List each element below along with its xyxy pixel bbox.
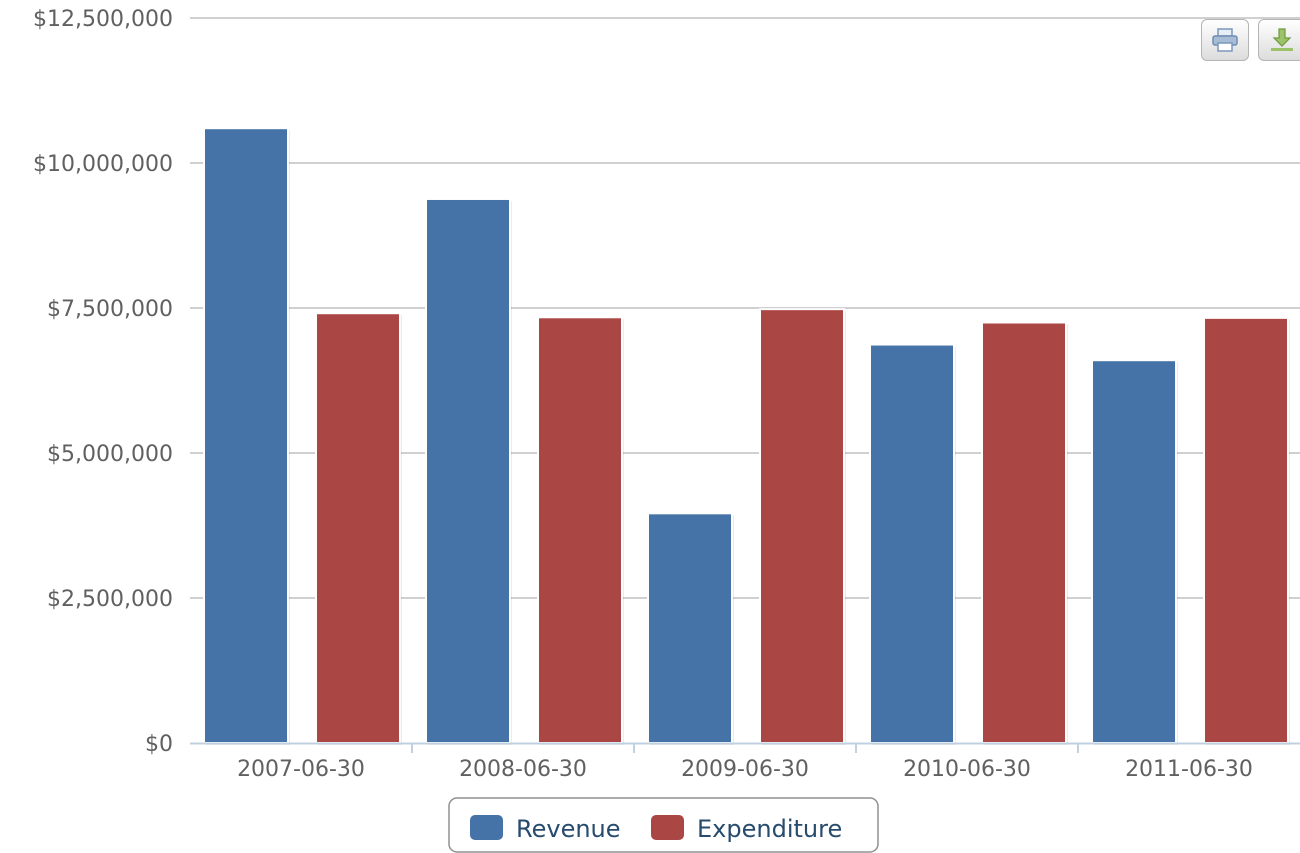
y-tick-label: $10,000,000 [33,152,173,177]
x-tick-label: 2007-06-30 [237,757,365,782]
bar-revenue-2007-06-30[interactable] [203,127,289,744]
bar-expenditure-2007-06-30[interactable] [315,312,401,744]
legend-label-revenue: Revenue [516,815,621,843]
y-axis-tick-labels: $0 $2,500,000 $5,000,000 $7,500,000 $10,000,… [33,7,173,757]
y-tick-label: $0 [145,732,173,757]
bar-revenue-2009-06-30[interactable] [647,512,733,744]
print-button[interactable] [1201,19,1249,61]
bar-expenditure-2008-06-30[interactable] [537,316,623,744]
bar-expenditure-2009-06-30[interactable] [759,308,845,744]
x-tick-label: 2009-06-30 [681,757,809,782]
x-tick-label: 2010-06-30 [903,757,1031,782]
x-axis-tick-labels: 2007-06-30 2008-06-30 2009-06-30 2010-06-30… [237,757,1253,782]
printer-icon [1212,28,1238,52]
bar-revenue-2008-06-30[interactable] [425,197,511,744]
legend[interactable]: Revenue Expenditure [448,797,879,853]
legend-label-expenditure: Expenditure [697,815,842,843]
legend-item-revenue[interactable]: Revenue [470,815,621,843]
y-tick-label: $7,500,000 [47,297,173,322]
y-tick-label: $12,500,000 [33,7,173,32]
download-icon [1271,28,1293,51]
download-button[interactable] [1258,19,1300,61]
legend-item-expenditure[interactable]: Expenditure [651,815,842,843]
bar-revenue-2010-06-30[interactable] [869,343,955,744]
x-tick-label: 2011-06-30 [1125,757,1253,782]
bar-expenditure-2011-06-30[interactable] [1203,316,1289,744]
x-axis [190,742,1300,753]
x-tick-label: 2008-06-30 [459,757,587,782]
bar-expenditure-2010-06-30[interactable] [981,321,1067,744]
legend-swatch-revenue [470,815,503,840]
bar-revenue-2011-06-30[interactable] [1091,359,1177,744]
legend-swatch-expenditure [651,815,684,840]
y-tick-label: $2,500,000 [47,587,173,612]
y-tick-label: $5,000,000 [47,442,173,467]
bars [203,127,1290,745]
